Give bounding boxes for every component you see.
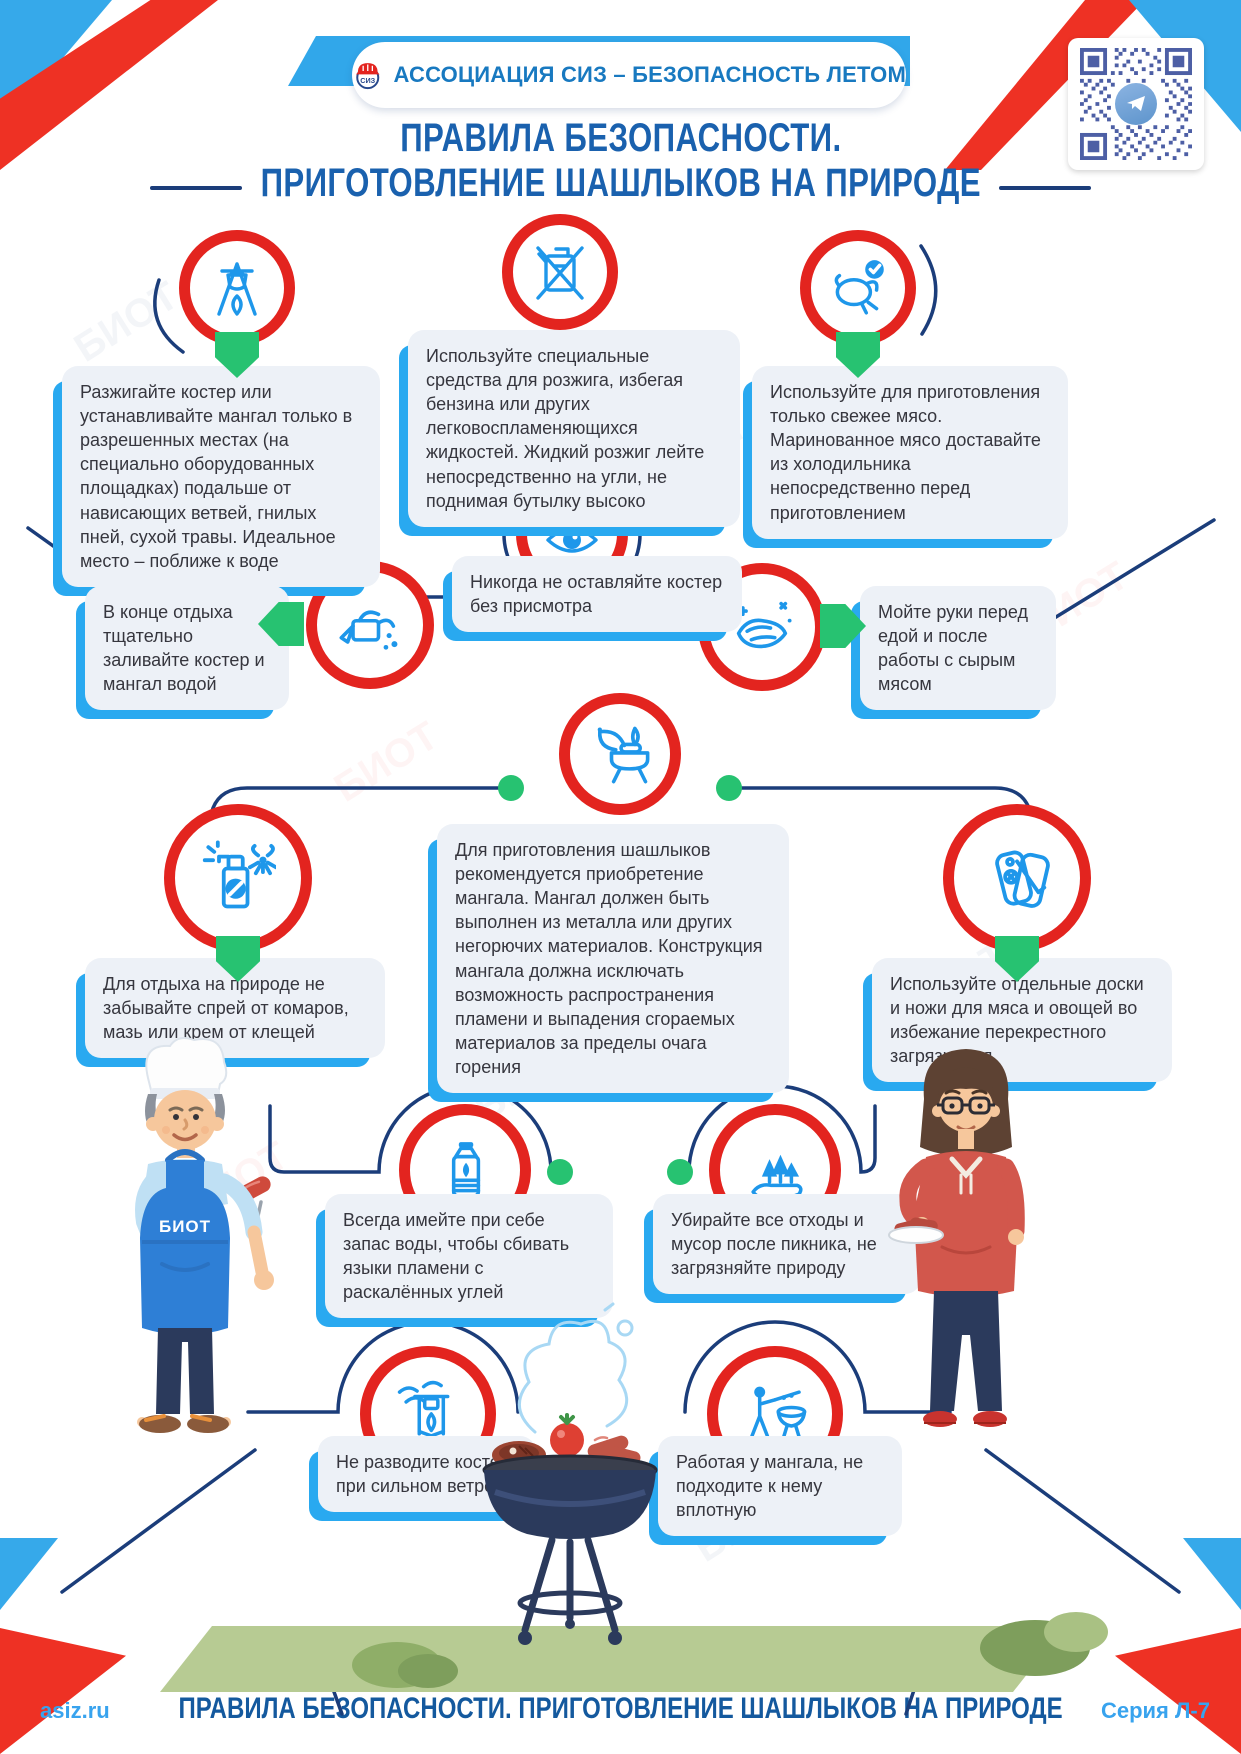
tip-text-wash-hands: Мойте руки перед едой и после работы с с… (860, 586, 1056, 711)
title-dash (999, 186, 1091, 190)
page-title-line1: ПРАВИЛА БЕЗОПАСНОСТИ. (399, 116, 842, 160)
footer-title: ПРАВИЛА БЕЗОПАСНОСТИ. ПРИГОТОВЛЕНИЕ ШАШЛ… (178, 1692, 1063, 1725)
barbecue-grill (482, 1302, 658, 1645)
header-pill: СИЗ АССОЦИАЦИЯ СИЗ – БЕЗОПАСНОСТЬ ЛЕТОМ (352, 42, 906, 108)
insect-spray-icon (202, 840, 276, 909)
qr-card (1068, 38, 1204, 170)
sausage-plate (888, 1217, 944, 1244)
tip-circle-mangal (559, 693, 681, 815)
tip-text-water-supply: Всегда имейте при себе запас воды, чтобы… (325, 1194, 613, 1319)
wind-fire-icon (397, 1380, 450, 1442)
logo-label: СИЗ (360, 76, 375, 85)
asiz-logo: СИЗ (355, 63, 380, 90)
tip-circle-no-gasoline (502, 214, 618, 330)
tip-text-never-unattended: Никогда не оставляйте костер без присмот… (452, 556, 742, 633)
bush (1044, 1612, 1108, 1652)
no-gasoline-icon (536, 246, 584, 300)
connector-dot (667, 1159, 693, 1185)
campfire-pot-icon (217, 262, 257, 316)
tip-circle-cutting-board (943, 804, 1091, 952)
tip-circle-insect-spray (164, 804, 312, 952)
watering-can-icon (339, 610, 398, 650)
connector-dot (498, 775, 524, 801)
fresh-meat-icon (834, 260, 884, 315)
bush (398, 1654, 458, 1688)
telegram-icon (1115, 83, 1157, 125)
tip-text-lighter-fluid: Используйте специальные средства для роз… (408, 330, 740, 527)
connector-dot (547, 1159, 573, 1185)
footer-site-link[interactable]: asiz.ru (40, 1698, 110, 1723)
tip-text-cutting-boards: Используйте отдельные доски и ножи для м… (872, 958, 1172, 1083)
cutting-board-icon (995, 850, 1050, 908)
hand-washing-icon (736, 601, 792, 649)
grill-fire-icon (597, 726, 650, 784)
tip-text-distance: Работая у мангала, не подходите к нему в… (658, 1436, 902, 1537)
title-dash (150, 186, 242, 190)
brand-title: АССОЦИАЦИЯ СИЗ – БЕЗОПАСНОСТЬ ЛЕТОМ (393, 62, 906, 87)
tip-text-mangal: Для приготовления шашлыков рекомендуется… (437, 824, 789, 1094)
tip-circle-campfire (179, 230, 295, 346)
chef-character: БИОТ (135, 1037, 274, 1433)
woman-character (888, 1049, 1025, 1427)
smoke-icon (517, 1302, 634, 1434)
tip-text-fire-location: Разжигайте костер или устанавливайте ман… (62, 366, 380, 587)
tip-text-extinguish: В конце отдыха тщательно заливайте косте… (85, 586, 289, 711)
tip-text-fresh-meat: Используйте для приготовления только све… (752, 366, 1068, 539)
footer-series-label: Серия Л-7 (1100, 1698, 1210, 1723)
connector-dot (716, 775, 742, 801)
tip-circle-fresh-meat (800, 230, 916, 346)
tip-text-no-litter: Убирайте все отходы и мусор после пикник… (653, 1194, 921, 1295)
qr-code (1080, 48, 1192, 160)
page-title-line2: ПРИГОТОВЛЕНИЕ ШАШЛЫКОВ НА ПРИРОДЕ (260, 161, 981, 205)
apron-label: БИОТ (159, 1217, 211, 1236)
